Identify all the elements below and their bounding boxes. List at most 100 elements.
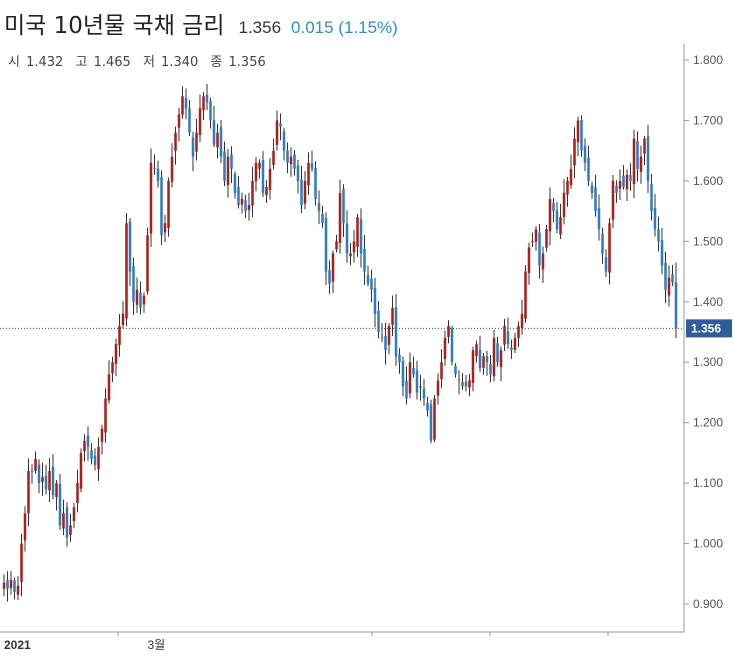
candle-down: [555, 210, 559, 230]
chart-title: 미국 10년물 국채 금리: [4, 13, 225, 39]
candle-up: [114, 344, 118, 364]
candle-up: [517, 325, 520, 339]
candle-up: [268, 168, 272, 191]
candle-up: [111, 362, 114, 374]
candle-up: [576, 120, 580, 143]
candle-up: [226, 156, 230, 186]
y-tick-label: 1.800: [693, 53, 723, 67]
candle-up: [618, 180, 622, 189]
candle-down: [660, 239, 664, 266]
y-tick-label: 1.200: [693, 416, 723, 430]
candle-up: [433, 398, 436, 440]
candle-up: [440, 362, 443, 380]
candle-down: [622, 175, 625, 187]
candle-up: [338, 192, 342, 244]
candle-up: [303, 180, 307, 204]
candle-down: [373, 287, 377, 314]
candle-up: [254, 162, 258, 182]
candle-down: [86, 435, 90, 447]
candle-up: [41, 477, 44, 482]
candle-up: [2, 582, 6, 589]
candle-down: [51, 466, 55, 496]
candle-up: [258, 162, 261, 169]
candle-down: [230, 154, 233, 169]
candle-up: [240, 199, 244, 205]
candle-down: [282, 131, 286, 151]
candle-up: [167, 180, 170, 229]
candle-up: [503, 325, 506, 345]
candle-up: [9, 579, 13, 589]
candle-up: [562, 192, 566, 217]
ohlc-legend: 시 1.432 고 1.465 저 1.340 종 1.356: [8, 51, 274, 70]
candle-down: [646, 136, 650, 181]
candle-down: [394, 307, 398, 357]
candle-down: [359, 218, 363, 254]
low-label: 저: [142, 55, 155, 70]
candle-up: [352, 241, 356, 253]
candle-down: [317, 202, 321, 212]
candle-down: [398, 354, 401, 363]
candle-down: [132, 265, 135, 302]
candle-up: [104, 398, 107, 433]
candle-down: [601, 233, 604, 254]
close-label: 종: [210, 55, 223, 70]
candle-down: [237, 187, 240, 206]
candle-up: [307, 162, 310, 186]
candle-down: [587, 157, 590, 181]
candle-down: [219, 127, 223, 157]
candle-up: [573, 138, 576, 166]
candle-down: [65, 507, 69, 538]
candle-down: [223, 151, 226, 181]
candle-up: [387, 325, 391, 345]
candle-down: [384, 335, 387, 351]
candle-down: [328, 270, 331, 284]
candle-up: [499, 350, 503, 368]
candle-down: [6, 579, 9, 589]
current-price-label: 1.356: [691, 321, 721, 335]
candle-down: [457, 379, 461, 381]
candle-up: [545, 229, 548, 248]
candle-down: [244, 200, 247, 212]
candle-down: [212, 120, 216, 145]
candle-down: [583, 145, 587, 163]
candle-up: [520, 313, 524, 328]
candle-up: [667, 277, 671, 296]
candle-down: [615, 185, 618, 193]
candle-up: [55, 483, 58, 498]
candle-up: [163, 223, 167, 233]
candle-up: [174, 132, 177, 151]
candle-down: [450, 328, 454, 363]
candle-up: [471, 350, 475, 383]
candle-up: [16, 585, 20, 595]
candle-down: [422, 388, 426, 399]
candle-up: [468, 380, 471, 388]
x-tick-label: 3월: [148, 638, 166, 652]
candle-down: [160, 177, 163, 236]
candle-down: [44, 475, 48, 490]
candle-down: [314, 167, 317, 200]
candle-up: [443, 338, 447, 360]
candle-up: [541, 253, 545, 270]
close-value: 1.356: [228, 55, 266, 70]
candle-down: [209, 101, 212, 121]
candle-down: [461, 381, 464, 387]
candle-up: [20, 543, 23, 582]
candle-up: [408, 362, 412, 394]
candle-down: [128, 221, 132, 272]
low-value: 1.340: [161, 55, 199, 70]
candle-down: [590, 185, 594, 193]
candle-down: [580, 120, 583, 151]
candle-down: [13, 580, 16, 592]
candle-down: [139, 292, 142, 308]
candle-down: [37, 464, 41, 484]
candle-up: [121, 313, 125, 326]
candle-down: [366, 275, 370, 284]
candle-up: [625, 174, 629, 190]
candle-down: [286, 150, 289, 163]
candle-up: [142, 295, 146, 305]
candle-up: [356, 217, 359, 247]
candle-up: [170, 156, 174, 182]
candle-up: [559, 217, 562, 235]
candle-down: [345, 223, 349, 254]
